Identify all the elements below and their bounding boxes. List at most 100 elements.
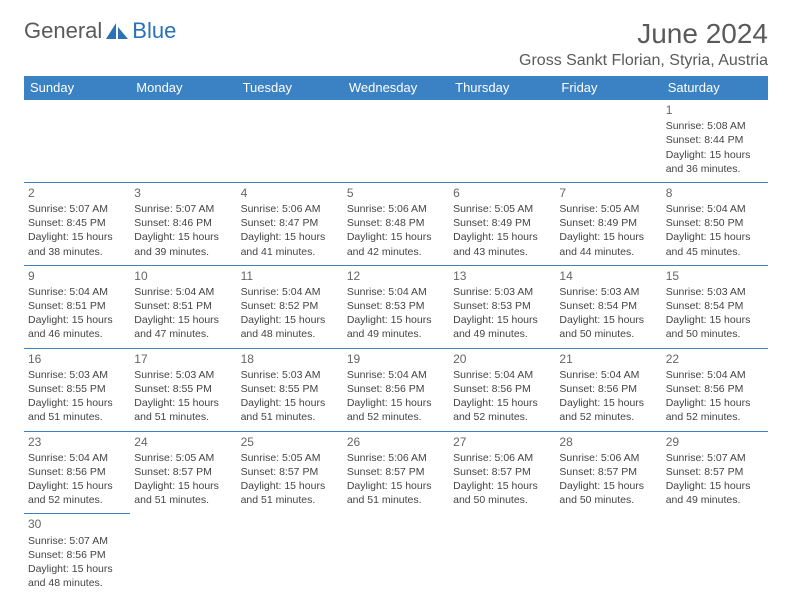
calendar-day: 16Sunrise: 5:03 AMSunset: 8:55 PMDayligh… [24, 348, 130, 431]
sunrise-line: Sunrise: 5:05 AM [453, 202, 551, 216]
daylight-line: Daylight: 15 hours and 49 minutes. [453, 313, 551, 341]
calendar-day: 29Sunrise: 5:07 AMSunset: 8:57 PMDayligh… [662, 431, 768, 514]
sunrise-line: Sunrise: 5:06 AM [453, 451, 551, 465]
daylight-line: Daylight: 15 hours and 47 minutes. [134, 313, 232, 341]
sunrise-line: Sunrise: 5:03 AM [666, 285, 764, 299]
sunset-line: Sunset: 8:55 PM [28, 382, 126, 396]
logo-text-1: General [24, 18, 102, 44]
day-number: 22 [666, 351, 764, 367]
daylight-line: Daylight: 15 hours and 48 minutes. [28, 562, 126, 590]
sunset-line: Sunset: 8:45 PM [28, 216, 126, 230]
calendar-day: 6Sunrise: 5:05 AMSunset: 8:49 PMDaylight… [449, 182, 555, 265]
daylight-line: Daylight: 15 hours and 43 minutes. [453, 230, 551, 258]
day-header: Friday [555, 76, 661, 100]
calendar-day: 10Sunrise: 5:04 AMSunset: 8:51 PMDayligh… [130, 265, 236, 348]
day-number: 26 [347, 434, 445, 450]
calendar-empty [555, 100, 661, 183]
sunset-line: Sunset: 8:57 PM [666, 465, 764, 479]
day-number: 12 [347, 268, 445, 284]
sunset-line: Sunset: 8:57 PM [453, 465, 551, 479]
sunrise-line: Sunrise: 5:05 AM [134, 451, 232, 465]
daylight-line: Daylight: 15 hours and 52 minutes. [559, 396, 657, 424]
calendar-week: 9Sunrise: 5:04 AMSunset: 8:51 PMDaylight… [24, 265, 768, 348]
sunrise-line: Sunrise: 5:06 AM [559, 451, 657, 465]
sunset-line: Sunset: 8:44 PM [666, 133, 764, 147]
sunrise-line: Sunrise: 5:06 AM [241, 202, 339, 216]
sunset-line: Sunset: 8:56 PM [559, 382, 657, 396]
calendar-day: 9Sunrise: 5:04 AMSunset: 8:51 PMDaylight… [24, 265, 130, 348]
day-number: 20 [453, 351, 551, 367]
calendar-empty [343, 514, 449, 596]
daylight-line: Daylight: 15 hours and 36 minutes. [666, 148, 764, 176]
day-number: 7 [559, 185, 657, 201]
day-header: Tuesday [237, 76, 343, 100]
daylight-line: Daylight: 15 hours and 50 minutes. [559, 479, 657, 507]
calendar-empty [130, 514, 236, 596]
day-header: Monday [130, 76, 236, 100]
day-number: 18 [241, 351, 339, 367]
day-header: Wednesday [343, 76, 449, 100]
daylight-line: Daylight: 15 hours and 45 minutes. [666, 230, 764, 258]
sunset-line: Sunset: 8:51 PM [28, 299, 126, 313]
sunrise-line: Sunrise: 5:03 AM [134, 368, 232, 382]
calendar-day: 27Sunrise: 5:06 AMSunset: 8:57 PMDayligh… [449, 431, 555, 514]
sunset-line: Sunset: 8:54 PM [666, 299, 764, 313]
sunrise-line: Sunrise: 5:04 AM [666, 368, 764, 382]
sunrise-line: Sunrise: 5:04 AM [347, 285, 445, 299]
calendar-day: 14Sunrise: 5:03 AMSunset: 8:54 PMDayligh… [555, 265, 661, 348]
sunrise-line: Sunrise: 5:03 AM [241, 368, 339, 382]
sunrise-line: Sunrise: 5:04 AM [453, 368, 551, 382]
calendar-week: 23Sunrise: 5:04 AMSunset: 8:56 PMDayligh… [24, 431, 768, 514]
calendar-empty [237, 100, 343, 183]
daylight-line: Daylight: 15 hours and 49 minutes. [666, 479, 764, 507]
sunset-line: Sunset: 8:52 PM [241, 299, 339, 313]
calendar-week: 16Sunrise: 5:03 AMSunset: 8:55 PMDayligh… [24, 348, 768, 431]
daylight-line: Daylight: 15 hours and 38 minutes. [28, 230, 126, 258]
day-number: 28 [559, 434, 657, 450]
calendar-day: 13Sunrise: 5:03 AMSunset: 8:53 PMDayligh… [449, 265, 555, 348]
calendar-empty [555, 514, 661, 596]
daylight-line: Daylight: 15 hours and 52 minutes. [666, 396, 764, 424]
sunrise-line: Sunrise: 5:07 AM [134, 202, 232, 216]
sunset-line: Sunset: 8:46 PM [134, 216, 232, 230]
sunset-line: Sunset: 8:55 PM [241, 382, 339, 396]
day-number: 3 [134, 185, 232, 201]
daylight-line: Daylight: 15 hours and 52 minutes. [28, 479, 126, 507]
calendar-empty [449, 100, 555, 183]
daylight-line: Daylight: 15 hours and 49 minutes. [347, 313, 445, 341]
sunset-line: Sunset: 8:56 PM [28, 548, 126, 562]
day-number: 19 [347, 351, 445, 367]
day-number: 2 [28, 185, 126, 201]
day-number: 27 [453, 434, 551, 450]
day-number: 8 [666, 185, 764, 201]
day-number: 4 [241, 185, 339, 201]
daylight-line: Daylight: 15 hours and 42 minutes. [347, 230, 445, 258]
daylight-line: Daylight: 15 hours and 39 minutes. [134, 230, 232, 258]
sunset-line: Sunset: 8:56 PM [453, 382, 551, 396]
daylight-line: Daylight: 15 hours and 51 minutes. [134, 396, 232, 424]
day-number: 23 [28, 434, 126, 450]
calendar-empty [662, 514, 768, 596]
sunrise-line: Sunrise: 5:05 AM [559, 202, 657, 216]
calendar-day: 4Sunrise: 5:06 AMSunset: 8:47 PMDaylight… [237, 182, 343, 265]
calendar-day: 5Sunrise: 5:06 AMSunset: 8:48 PMDaylight… [343, 182, 449, 265]
day-number: 11 [241, 268, 339, 284]
sunset-line: Sunset: 8:57 PM [559, 465, 657, 479]
sunrise-line: Sunrise: 5:03 AM [453, 285, 551, 299]
day-number: 15 [666, 268, 764, 284]
sunset-line: Sunset: 8:49 PM [559, 216, 657, 230]
calendar-day: 15Sunrise: 5:03 AMSunset: 8:54 PMDayligh… [662, 265, 768, 348]
calendar-day: 18Sunrise: 5:03 AMSunset: 8:55 PMDayligh… [237, 348, 343, 431]
sunset-line: Sunset: 8:53 PM [453, 299, 551, 313]
daylight-line: Daylight: 15 hours and 51 minutes. [28, 396, 126, 424]
location: Gross Sankt Florian, Styria, Austria [519, 52, 768, 70]
day-number: 16 [28, 351, 126, 367]
logo-sail-icon [104, 21, 130, 41]
calendar-body: 1Sunrise: 5:08 AMSunset: 8:44 PMDaylight… [24, 100, 768, 597]
day-number: 24 [134, 434, 232, 450]
sunset-line: Sunset: 8:53 PM [347, 299, 445, 313]
day-header: Sunday [24, 76, 130, 100]
daylight-line: Daylight: 15 hours and 52 minutes. [347, 396, 445, 424]
sunset-line: Sunset: 8:56 PM [28, 465, 126, 479]
calendar-week: 2Sunrise: 5:07 AMSunset: 8:45 PMDaylight… [24, 182, 768, 265]
